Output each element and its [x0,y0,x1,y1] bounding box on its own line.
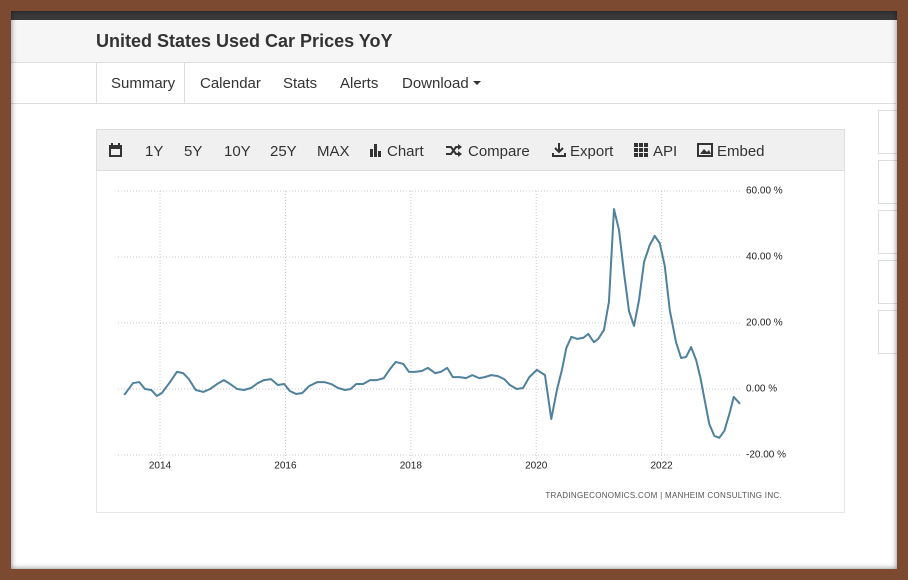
embed-icon [697,143,713,157]
tab[interactable]: Summary [111,75,176,92]
y-tick-label: 60.00 % [746,186,783,197]
chart-icon [370,144,381,157]
title-bar [0,20,896,63]
y-tick-label: -20.00 % [746,450,786,461]
chart: TRADINGECONOMICS.COM | MANHEIM CONSULTIN… [118,186,786,500]
range-button[interactable]: 5Y [184,143,203,160]
tab[interactable]: Stats [283,75,318,92]
sidebar-box [878,210,908,254]
data-line [123,208,741,439]
export-icon [552,143,566,157]
sidebar-box [878,260,908,304]
api-icon [634,143,648,157]
range-button[interactable]: 1Y [145,143,164,160]
compare-icon [446,144,462,157]
x-tick-label: 2014 [149,461,172,472]
tab[interactable]: Calendar [200,75,261,92]
range-button[interactable]: MAX [317,143,350,160]
chart-toolbar: 1Y 5Y 10Y 25Y MAX Chart Compare Export A… [96,129,845,171]
toolbar-button[interactable]: Export [570,143,614,160]
sidebar-box [878,310,908,354]
sidebar-box [878,160,908,204]
x-tick-label: 2016 [274,461,297,472]
toolbar-button[interactable]: Embed [717,143,765,160]
x-tick-label: 2022 [650,461,673,472]
range-button[interactable]: 25Y [270,143,297,160]
x-tick-label: 2020 [525,461,548,472]
y-tick-label: 40.00 % [746,252,783,263]
x-tick-label: 2018 [400,461,423,472]
range-button[interactable]: 10Y [224,143,251,160]
site-header [0,0,908,20]
active-tab [96,62,185,103]
tab-bar [0,62,896,104]
source-note: TRADINGECONOMICS.COM | MANHEIM CONSULTIN… [545,491,782,500]
toolbar-button[interactable]: Compare [468,143,530,160]
caret [473,81,481,85]
calendar-icon[interactable] [108,143,123,158]
tab[interactable]: Alerts [340,75,379,92]
sidebar-box [878,110,908,154]
y-tick-label: 0.00 % [746,384,777,395]
tab[interactable]: Download [402,75,469,92]
toolbar-button[interactable]: Chart [387,143,424,160]
y-tick-label: 20.00 % [746,318,783,329]
page-title: United States Used Car Prices YoY [96,31,393,51]
toolbar-button[interactable]: API [653,143,678,160]
chart-panel: TRADINGECONOMICS.COM | MANHEIM CONSULTIN… [96,171,845,513]
